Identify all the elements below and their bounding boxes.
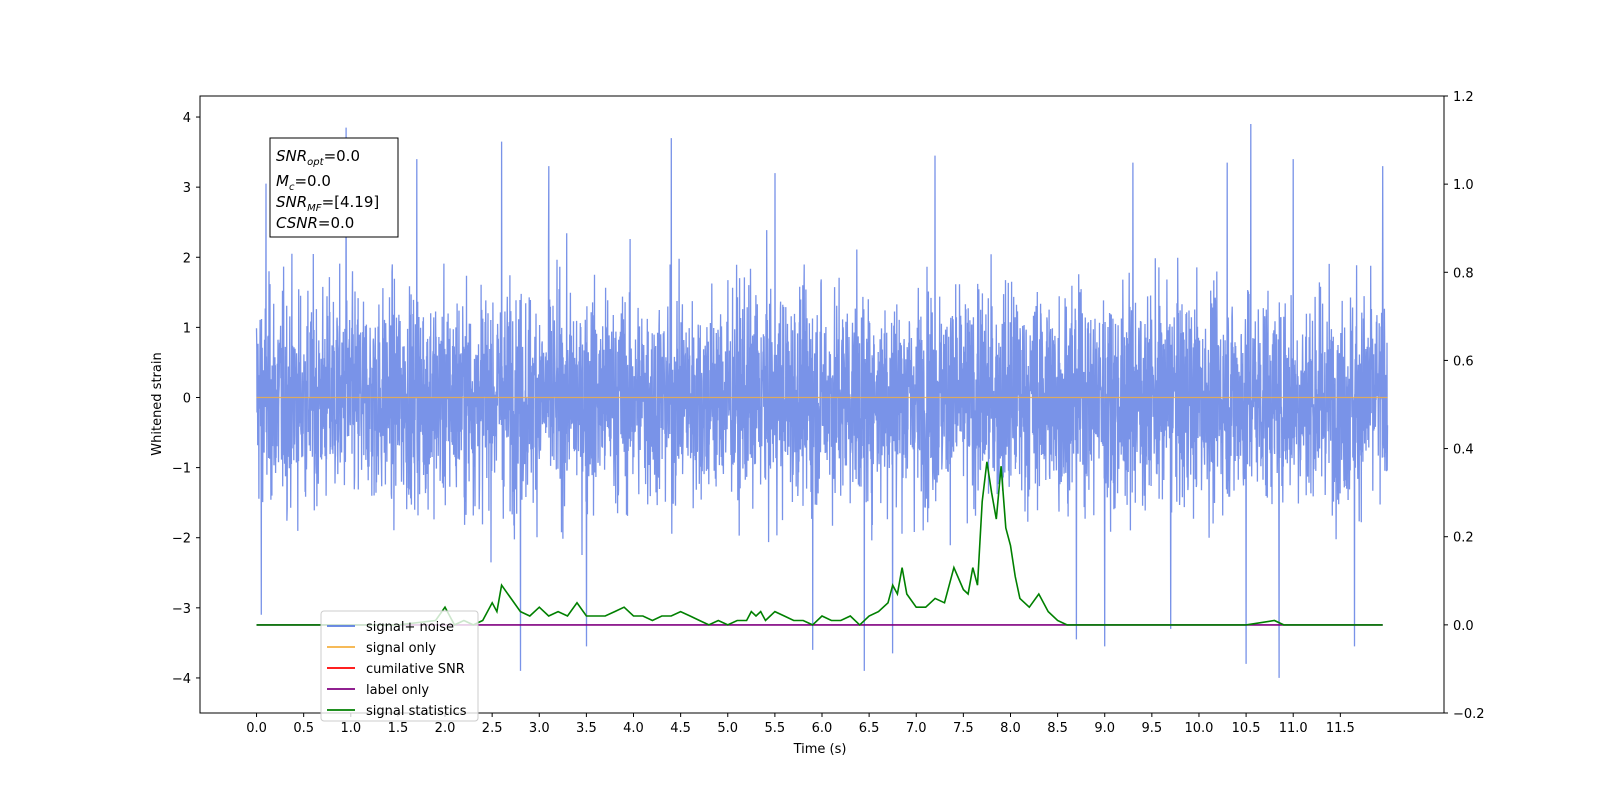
x-tick-label: 3.0 bbox=[529, 721, 550, 736]
x-tick-label: 6.5 bbox=[859, 721, 880, 736]
y-tick-label: −2 bbox=[172, 532, 191, 547]
y-tick-label: 3 bbox=[183, 181, 191, 196]
y-tick-label: −1 bbox=[172, 462, 191, 477]
y2-tick-label: −0.2 bbox=[1453, 707, 1485, 722]
x-tick-label: 4.5 bbox=[670, 721, 691, 736]
x-tick-label: 2.0 bbox=[435, 721, 456, 736]
legend-label: cumilative SNR bbox=[366, 662, 465, 677]
x-tick-label: 7.0 bbox=[906, 721, 927, 736]
y-axis-label: Whitened strain bbox=[150, 352, 165, 455]
legend-entries: signal+ noise signal only cumilative SNR la… bbox=[327, 620, 467, 719]
series-line-signal-statistics bbox=[256, 461, 1383, 627]
y-tick-label: 4 bbox=[183, 111, 191, 126]
x-axis-label: Time (s) bbox=[793, 742, 847, 757]
x-tick-label: 4.0 bbox=[623, 721, 644, 736]
x-tick-label: 0.5 bbox=[293, 721, 314, 736]
legend-frame bbox=[320, 610, 479, 722]
annotation-snr-mf: SNRMF=[4.19] bbox=[276, 193, 379, 214]
x-tick-label: 1.0 bbox=[340, 721, 361, 736]
y2-tick-label: 1.2 bbox=[1453, 90, 1474, 105]
x-tick-label: 8.0 bbox=[1000, 721, 1021, 736]
legend-label: label only bbox=[366, 683, 429, 698]
x-tick-label: 5.0 bbox=[717, 721, 738, 736]
y-axis-ticks-right: 1.2 1.0 0.8 0.6 0.4 0.2 0.0 −0.2 bbox=[1444, 90, 1485, 722]
x-axis-ticks: 0.0 0.5 1.0 1.5 2.0 2.5 3.0 3.5 4.0 4.5 5.0 5.5 6.0 6… bbox=[246, 713, 1355, 736]
y2-tick-label: 0.8 bbox=[1453, 266, 1474, 281]
legend-label: signal only bbox=[366, 641, 436, 656]
annotation-frame bbox=[269, 137, 399, 238]
x-tick-label: 3.5 bbox=[576, 721, 597, 736]
y2-tick-label: 1.0 bbox=[1453, 178, 1474, 193]
y-tick-label: −3 bbox=[172, 602, 191, 617]
x-tick-label: 10.5 bbox=[1232, 721, 1261, 736]
x-tick-label: 11.0 bbox=[1279, 721, 1308, 736]
y-axis-ticks-left: 4 3 2 1 0 −1 −2 −3 −4 bbox=[172, 111, 200, 687]
annotation-mc: Mc=0.0 bbox=[276, 172, 331, 193]
x-tick-label: 1.5 bbox=[388, 721, 409, 736]
x-tick-label: 9.0 bbox=[1094, 721, 1115, 736]
y-tick-label: −4 bbox=[172, 672, 191, 687]
y2-tick-label: 0.6 bbox=[1453, 354, 1474, 369]
x-tick-label: 0.0 bbox=[246, 721, 267, 736]
x-tick-label: 9.5 bbox=[1142, 721, 1163, 736]
y2-tick-label: 0.0 bbox=[1453, 619, 1474, 634]
y-tick-label: 0 bbox=[183, 391, 191, 406]
y-tick-label: 1 bbox=[183, 321, 191, 336]
x-tick-label: 6.0 bbox=[812, 721, 833, 736]
x-tick-label: 11.5 bbox=[1326, 721, 1355, 736]
x-tick-label: 2.5 bbox=[482, 721, 503, 736]
y2-tick-label: 0.4 bbox=[1453, 443, 1474, 458]
annotation-snr-opt: SNRopt=0.0 bbox=[276, 147, 360, 168]
x-tick-label: 7.5 bbox=[953, 721, 974, 736]
legend-label: signal+ noise bbox=[366, 620, 454, 635]
y-tick-label: 2 bbox=[183, 251, 191, 266]
legend: signal+ noise signal only cumilative SNR la… bbox=[320, 610, 479, 722]
x-tick-label: 8.5 bbox=[1047, 721, 1068, 736]
x-tick-label: 5.5 bbox=[765, 721, 786, 736]
annotation-box: SNRopt=0.0 Mc=0.0 SNRMF=[4.19] CSNR=0.0 bbox=[269, 137, 399, 238]
y2-tick-label: 0.2 bbox=[1453, 531, 1474, 546]
legend-label: signal statistics bbox=[366, 704, 467, 719]
annotation-csnr: CSNR=0.0 bbox=[276, 214, 354, 232]
x-tick-label: 10.0 bbox=[1184, 721, 1213, 736]
